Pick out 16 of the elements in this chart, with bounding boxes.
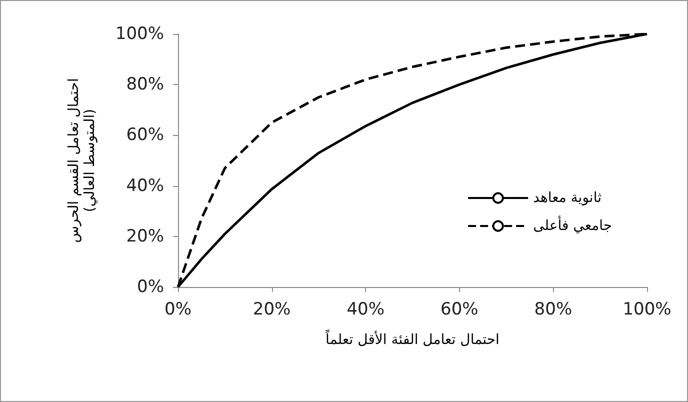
legend-label: ثانوية معاهد xyxy=(533,190,602,206)
x-tick-label: 0% xyxy=(164,300,192,320)
x-tick-label: 40% xyxy=(346,300,384,320)
legend-label: جامعي فأعلى xyxy=(533,215,612,234)
y-tick-label: 80% xyxy=(126,74,164,95)
y-axis-title: احتمال تعامل القسم الحرس (المتوسط العالي) xyxy=(66,78,98,243)
y-tick-label: 100% xyxy=(115,24,164,44)
x-tick-label: 100% xyxy=(622,300,672,320)
y-tick-label: 0% xyxy=(137,277,164,297)
x-tick-label: 60% xyxy=(440,300,478,320)
y-tick-label: 40% xyxy=(126,176,164,196)
y-tick-label: 20% xyxy=(126,226,164,246)
y-tick-label: 60% xyxy=(126,125,164,146)
x-axis-title: احتمال تعامل الفئة الأقل تعلماً xyxy=(324,328,500,348)
x-tick-label: 80% xyxy=(534,300,572,320)
x-tick-label: 20% xyxy=(252,300,291,320)
